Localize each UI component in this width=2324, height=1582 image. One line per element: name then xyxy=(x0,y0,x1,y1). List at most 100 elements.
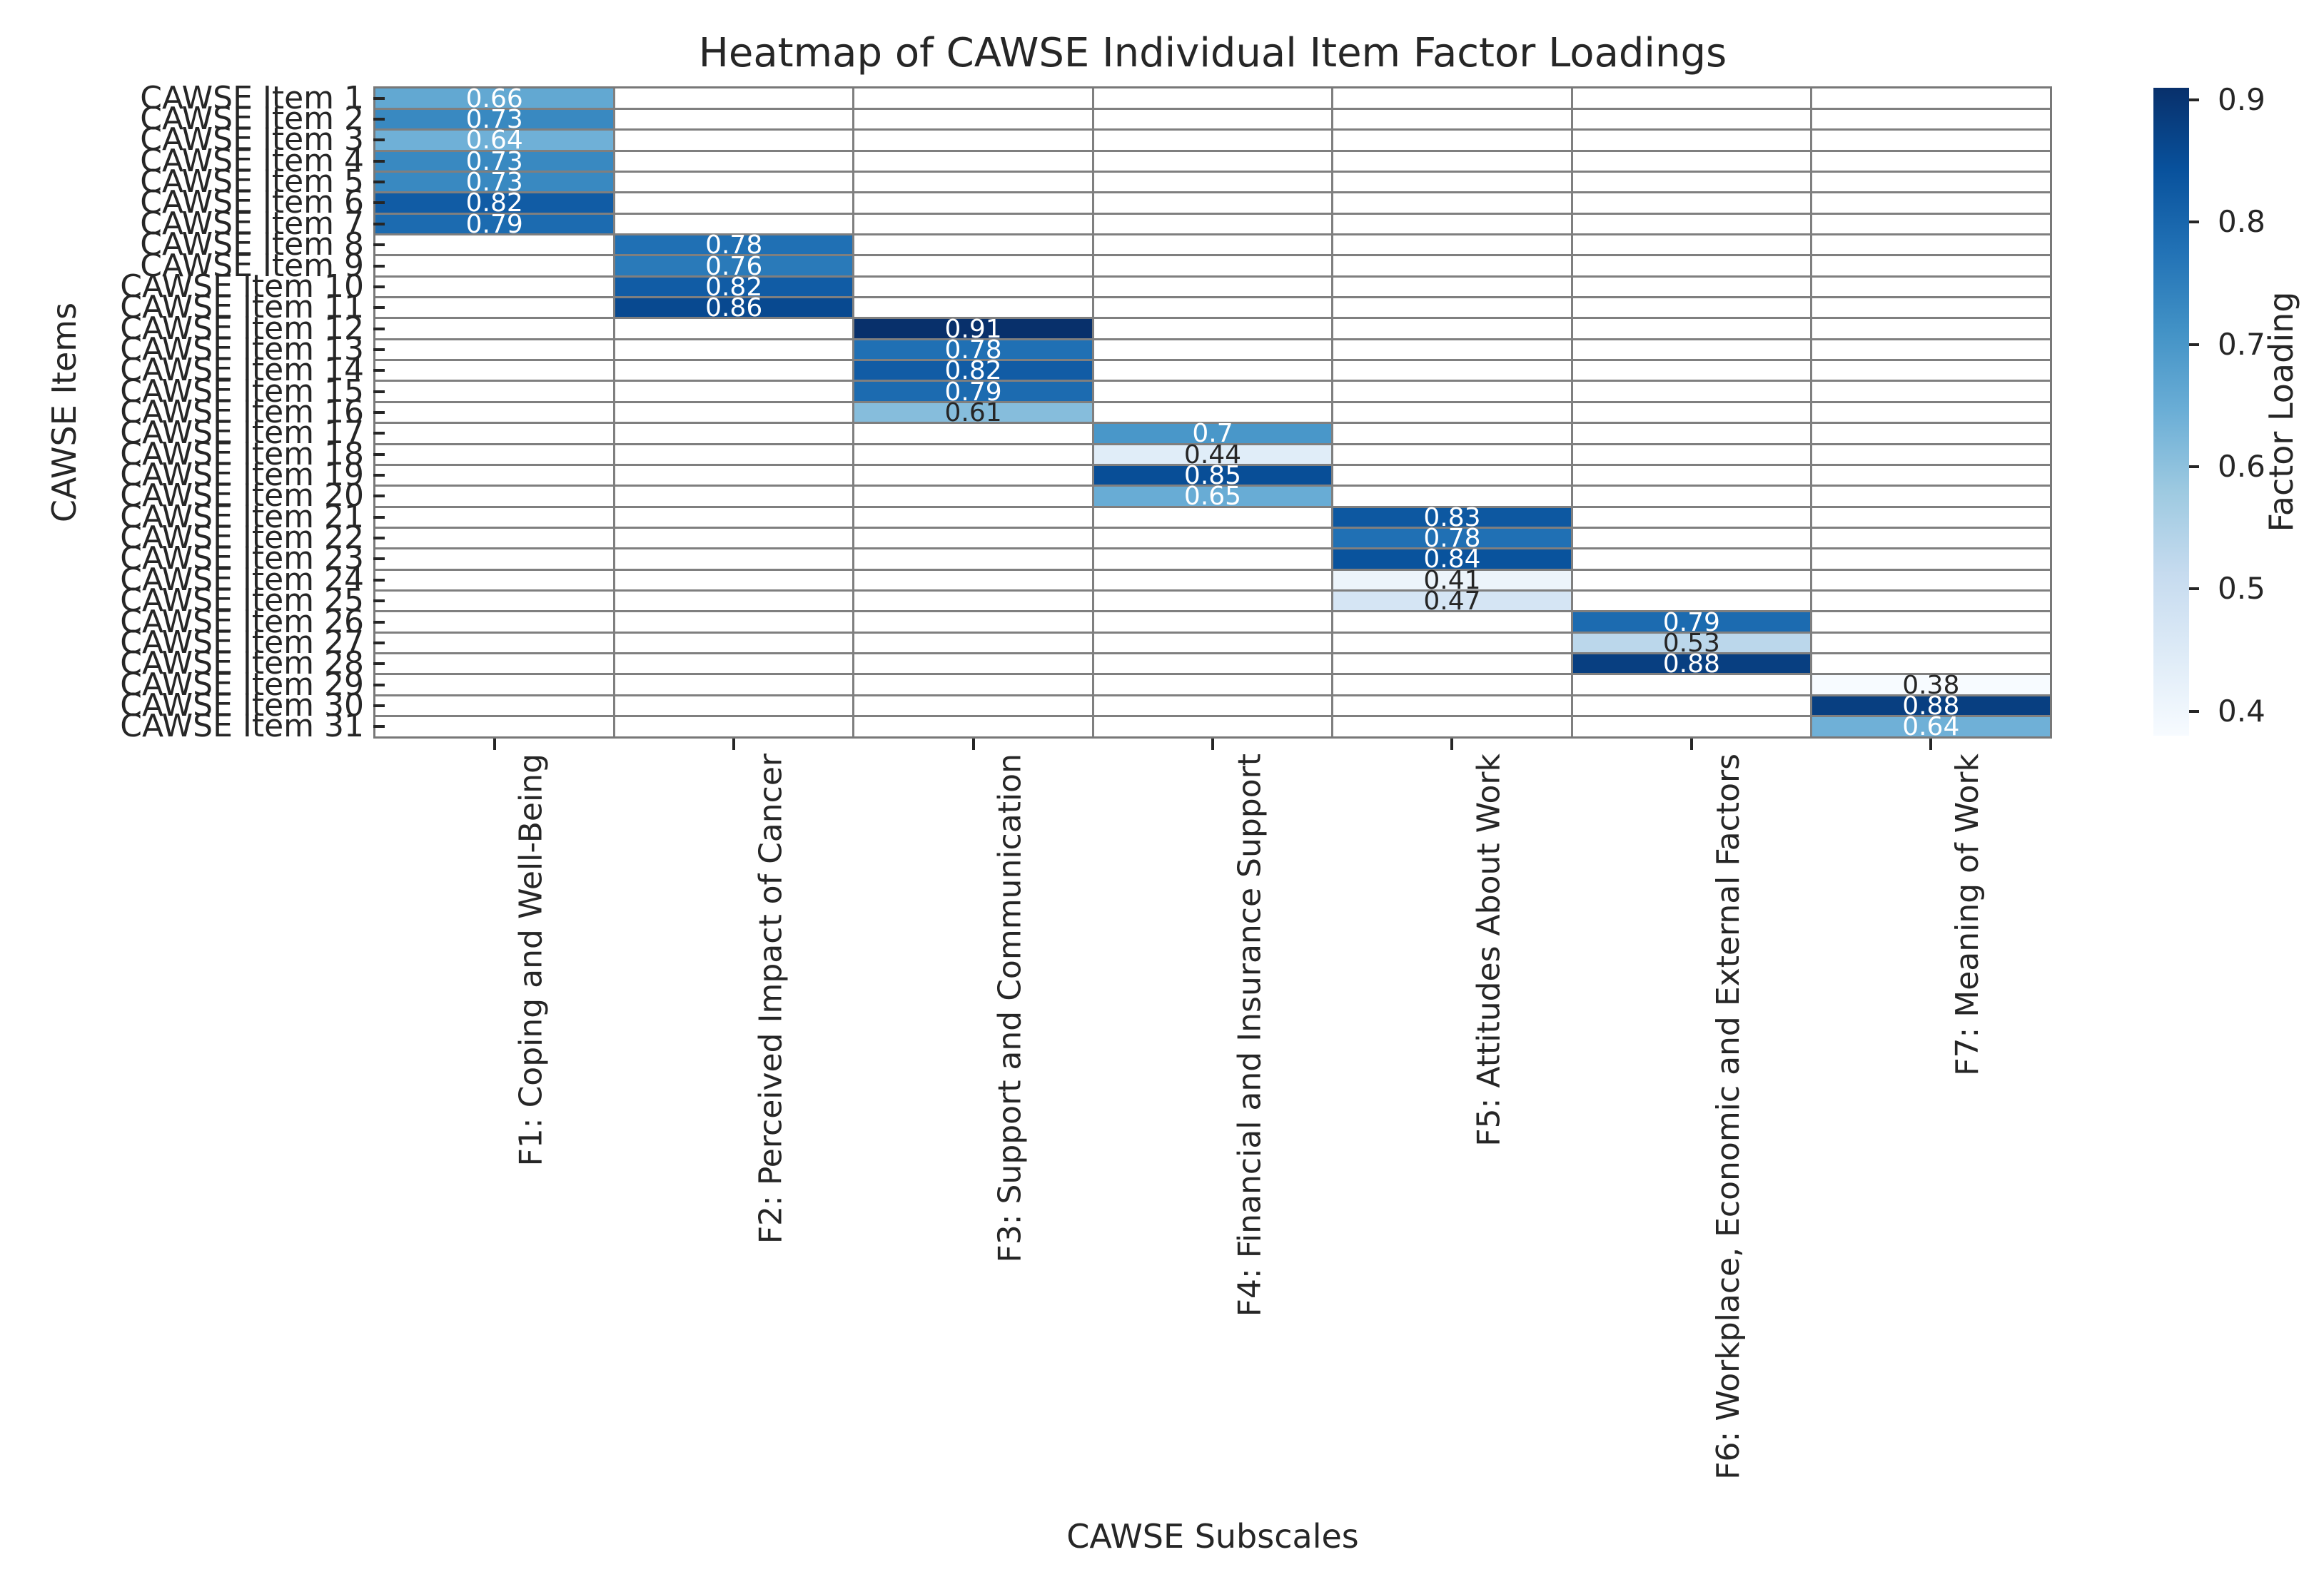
heatmap-cell xyxy=(375,108,615,130)
y-tick-label: CAWSE Item 20 xyxy=(120,477,364,514)
x-tick-mark xyxy=(1929,739,1933,750)
colorbar-tick-mark xyxy=(2189,465,2199,469)
heatmap-cell xyxy=(1332,527,1572,549)
y-tick-label: CAWSE Item 15 xyxy=(120,372,364,410)
y-tick-mark xyxy=(373,557,385,561)
row-grid-line xyxy=(375,380,2051,382)
y-tick-mark xyxy=(373,620,385,624)
heatmap-cell xyxy=(375,213,615,235)
row-grid-line xyxy=(375,338,2051,340)
heatmap-cell xyxy=(853,318,1093,340)
heatmap-cell-value: 0.47 xyxy=(1423,587,1481,617)
row-grid-line xyxy=(375,505,2051,508)
row-grid-line xyxy=(375,296,2051,299)
y-tick-label: CAWSE Item 1 xyxy=(140,79,364,116)
heatmap-cell xyxy=(1332,590,1572,612)
row-grid-line xyxy=(375,715,2051,718)
y-tick-label: CAWSE Item 31 xyxy=(120,708,364,745)
heatmap-cell xyxy=(375,151,615,172)
column-grid-line xyxy=(1570,88,1573,737)
x-tick-mark xyxy=(1689,739,1693,750)
heatmap-cell-value: 0.85 xyxy=(1183,461,1242,491)
row-grid-line xyxy=(375,442,2051,445)
y-tick-label: CAWSE Item 9 xyxy=(140,247,364,284)
heatmap-cell xyxy=(1572,653,1812,674)
heatmap-cell xyxy=(375,171,615,193)
y-tick-label: CAWSE Item 13 xyxy=(120,330,364,367)
heatmap-cell-value: 0.73 xyxy=(465,146,523,176)
heatmap-cell-value: 0.78 xyxy=(1423,524,1481,554)
heatmap-cell-value: 0.65 xyxy=(1183,482,1242,512)
heatmap-cell-value: 0.66 xyxy=(465,83,523,113)
y-tick-mark xyxy=(373,411,385,414)
row-grid-line xyxy=(375,170,2051,173)
heatmap-cell-value: 0.79 xyxy=(465,209,523,239)
row-grid-line xyxy=(375,526,2051,529)
y-tick-mark xyxy=(373,578,385,582)
heatmap-cell xyxy=(614,297,854,318)
y-tick-label: CAWSE Item 11 xyxy=(120,289,364,326)
row-grid-line xyxy=(375,422,2051,425)
colorbar-tick-label: 0.8 xyxy=(2218,204,2265,240)
colorbar-tick-mark xyxy=(2189,709,2199,713)
row-grid-line xyxy=(375,149,2051,152)
y-tick-label: CAWSE Item 27 xyxy=(120,624,364,661)
y-tick-label: CAWSE Item 7 xyxy=(140,205,364,242)
y-tick-mark xyxy=(373,159,385,163)
x-tick-mark xyxy=(1450,739,1454,750)
y-tick-label: CAWSE Item 8 xyxy=(140,226,364,263)
y-tick-mark xyxy=(373,264,385,268)
heatmap-cell xyxy=(853,380,1093,402)
heatmap-cell-value: 0.41 xyxy=(1423,565,1481,595)
column-grid-line xyxy=(1331,88,1334,737)
row-grid-line xyxy=(375,254,2051,257)
heatmap-cell-value: 0.79 xyxy=(944,377,1002,407)
colorbar-tick-label: 0.4 xyxy=(2218,693,2265,729)
colorbar-tick-label: 0.7 xyxy=(2218,326,2265,362)
colorbar-tick-label: 0.9 xyxy=(2218,82,2265,118)
heatmap-cell xyxy=(375,192,615,214)
row-grid-line xyxy=(375,107,2051,110)
row-grid-line xyxy=(375,275,2051,278)
y-tick-label: CAWSE Item 26 xyxy=(120,603,364,640)
heatmap-cell-value: 0.82 xyxy=(465,188,523,218)
y-tick-label: CAWSE Item 10 xyxy=(120,268,364,305)
heatmap-cell-value: 0.88 xyxy=(1662,649,1720,679)
y-tick-label: CAWSE Item 16 xyxy=(120,394,364,430)
column-grid-line xyxy=(1810,88,1813,737)
heatmap-cell xyxy=(614,255,854,277)
heatmap-cell-value: 0.86 xyxy=(705,293,763,323)
y-tick-mark xyxy=(373,390,385,393)
y-tick-label: CAWSE Item 14 xyxy=(120,352,364,389)
colorbar-tick-mark xyxy=(2189,98,2199,102)
y-tick-label: CAWSE Item 28 xyxy=(120,645,364,682)
colorbar-title: Factor Loading xyxy=(2262,291,2300,532)
x-tick-mark xyxy=(1211,739,1214,750)
y-tick-label: CAWSE Item 18 xyxy=(120,435,364,472)
heatmap-cell-value: 0.61 xyxy=(944,398,1002,427)
y-tick-label: CAWSE Item 6 xyxy=(140,184,364,221)
row-grid-line xyxy=(375,233,2051,235)
y-tick-label: CAWSE Item 5 xyxy=(140,163,364,201)
heatmap-cell-value: 0.82 xyxy=(944,356,1002,386)
heatmap-cell xyxy=(375,88,615,109)
y-tick-label: CAWSE Item 22 xyxy=(120,519,364,557)
heatmap-cell-value: 0.82 xyxy=(705,272,763,302)
colorbar-tick-mark xyxy=(2189,587,2199,591)
y-tick-label: CAWSE Item 21 xyxy=(120,498,364,535)
y-tick-mark xyxy=(373,495,385,498)
y-tick-mark xyxy=(373,96,385,100)
y-tick-label: CAWSE Item 2 xyxy=(140,101,364,138)
y-tick-label: CAWSE Item 4 xyxy=(140,142,364,179)
x-tick-mark xyxy=(732,739,736,750)
y-tick-mark xyxy=(373,201,385,205)
heatmap-cell-value: 0.88 xyxy=(1902,691,1960,721)
row-grid-line xyxy=(375,400,2051,403)
y-tick-mark xyxy=(373,181,385,184)
y-tick-label: CAWSE Item 3 xyxy=(140,121,364,158)
heatmap-cell xyxy=(853,339,1093,360)
row-grid-line xyxy=(375,191,2051,194)
colorbar-tick-mark xyxy=(2189,220,2199,224)
row-grid-line xyxy=(375,568,2051,571)
heatmap-cell xyxy=(1811,695,2051,716)
